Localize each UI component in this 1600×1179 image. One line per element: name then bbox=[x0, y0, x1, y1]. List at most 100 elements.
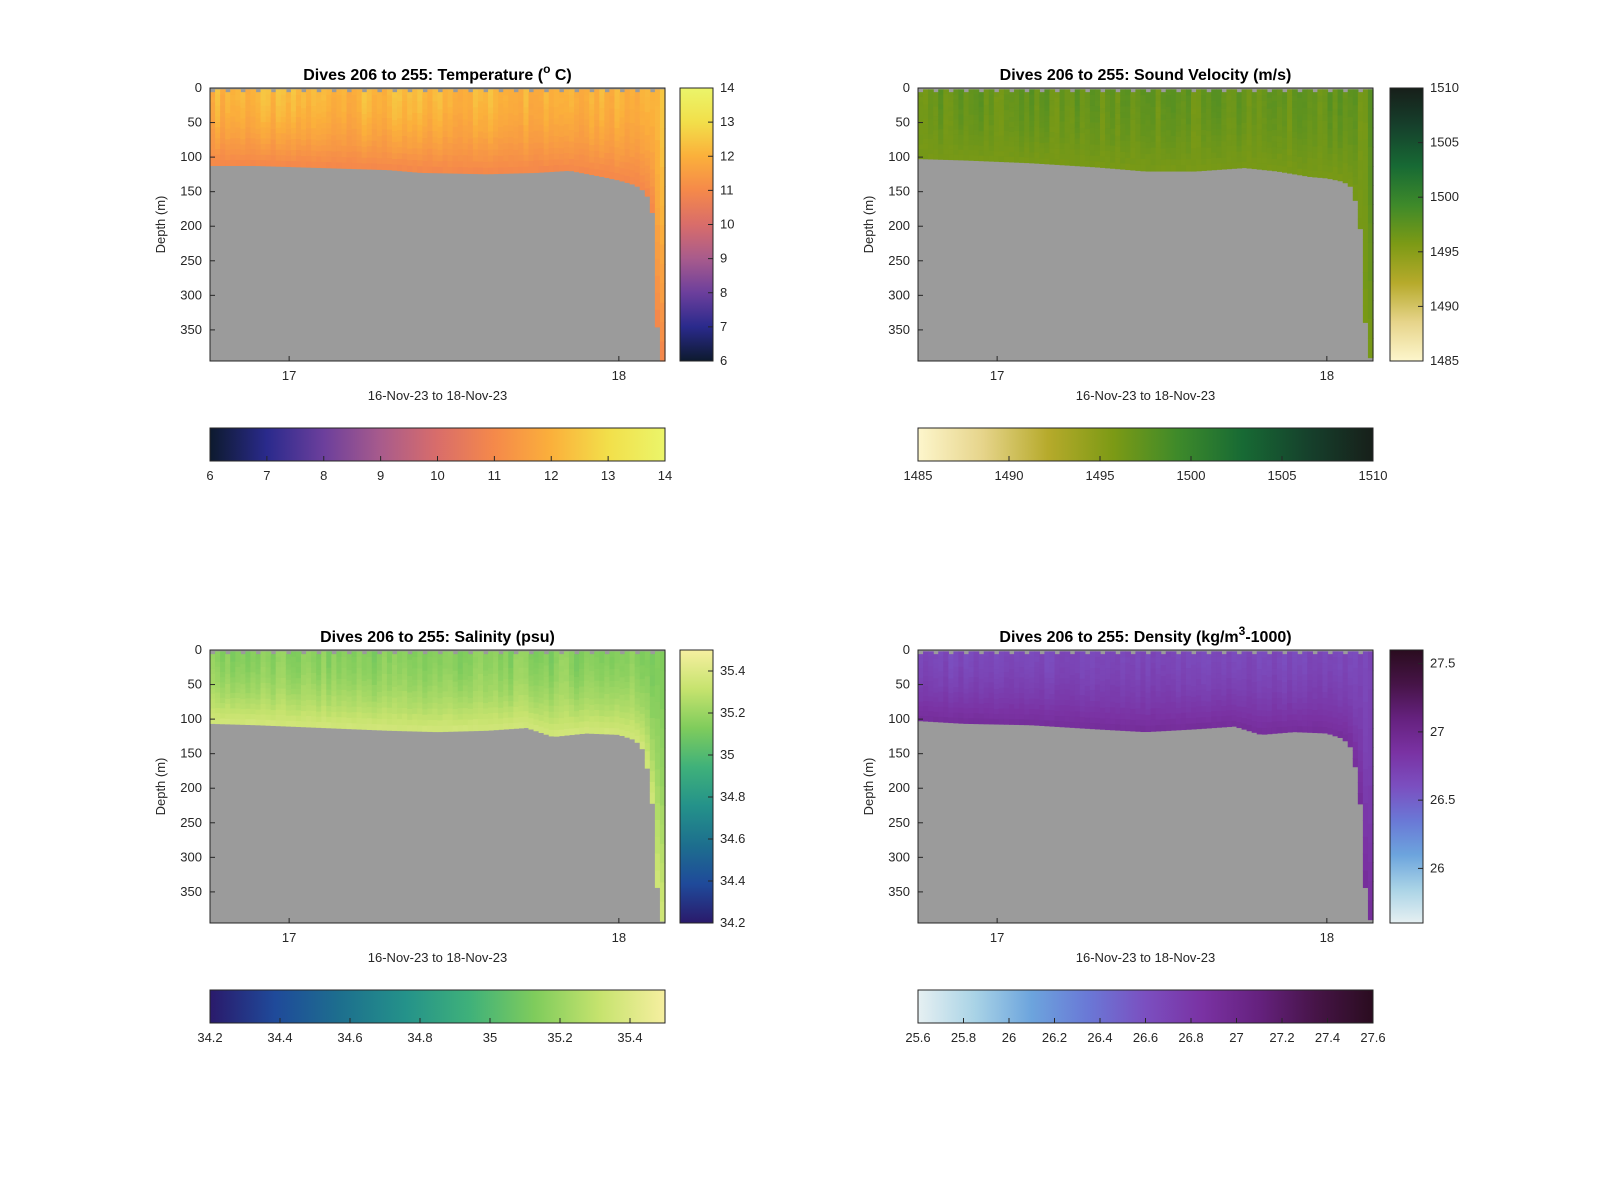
data-cell bbox=[599, 151, 605, 159]
data-cell bbox=[235, 100, 241, 107]
data-cell bbox=[351, 95, 358, 102]
data-cell bbox=[584, 721, 590, 728]
data-cell bbox=[1029, 157, 1035, 164]
data-cell bbox=[326, 705, 332, 712]
data-cell bbox=[1009, 156, 1015, 163]
data-cell bbox=[457, 131, 464, 138]
data-cell bbox=[1029, 667, 1035, 673]
data-cell bbox=[1307, 114, 1313, 122]
data-cell bbox=[417, 679, 423, 687]
data-cell bbox=[563, 141, 570, 148]
data-cell bbox=[1180, 124, 1187, 131]
data-cell bbox=[1327, 147, 1334, 155]
data-cell bbox=[371, 651, 378, 658]
data-cell bbox=[250, 121, 257, 128]
data-cell bbox=[654, 651, 661, 669]
data-cell bbox=[1180, 130, 1187, 137]
data-cell bbox=[1185, 673, 1192, 680]
data-cell bbox=[1322, 139, 1329, 147]
data-cell bbox=[953, 154, 960, 161]
data-cell bbox=[568, 716, 575, 724]
data-cell bbox=[1049, 699, 1056, 706]
data-cell bbox=[1079, 722, 1086, 729]
data-cell bbox=[1322, 133, 1329, 141]
y-axis-label: Depth (m) bbox=[861, 196, 876, 254]
data-cell bbox=[968, 139, 975, 146]
data-cell bbox=[1362, 305, 1369, 323]
data-cell bbox=[1256, 651, 1263, 658]
data-cell bbox=[1226, 651, 1233, 658]
data-cell bbox=[629, 123, 636, 131]
data-cell bbox=[1226, 715, 1233, 722]
hcolorbar-tick-label: 35.2 bbox=[547, 1030, 572, 1045]
data-cell bbox=[1145, 165, 1152, 172]
data-cell bbox=[306, 122, 312, 129]
data-cell bbox=[341, 145, 348, 152]
data-cell bbox=[634, 139, 641, 147]
data-cell bbox=[397, 685, 403, 692]
data-cell bbox=[1175, 654, 1182, 661]
data-cell bbox=[1231, 89, 1238, 96]
data-cell bbox=[513, 161, 519, 168]
data-cell bbox=[1079, 673, 1086, 680]
data-cell bbox=[1287, 95, 1293, 102]
data-cell bbox=[579, 119, 585, 126]
data-cell bbox=[1064, 143, 1071, 150]
data-cell bbox=[1327, 160, 1334, 167]
data-cell bbox=[285, 700, 292, 707]
data-cell bbox=[568, 106, 575, 114]
data-cell bbox=[290, 139, 297, 146]
data-cell bbox=[933, 120, 939, 127]
data-cell bbox=[1165, 147, 1172, 155]
data-cell bbox=[442, 702, 449, 710]
colorbar-tick-label: 11 bbox=[720, 182, 734, 197]
data-cell bbox=[301, 700, 307, 707]
data-cell bbox=[634, 92, 641, 100]
data-cell bbox=[624, 115, 631, 124]
data-cell bbox=[1170, 696, 1177, 703]
data-cell bbox=[1211, 158, 1217, 165]
data-cell bbox=[963, 718, 970, 724]
data-cell bbox=[235, 656, 241, 663]
data-cell bbox=[993, 97, 1000, 103]
data-cell bbox=[361, 713, 368, 720]
data-cell bbox=[483, 719, 489, 726]
data-cell bbox=[548, 711, 555, 719]
y-tick-label: 250 bbox=[180, 815, 202, 830]
data-cell bbox=[614, 89, 621, 97]
data-cell bbox=[392, 103, 398, 110]
data-cell bbox=[1074, 684, 1081, 691]
data-cell bbox=[599, 120, 605, 128]
data-cell bbox=[1029, 714, 1035, 721]
data-cell bbox=[543, 131, 550, 139]
data-cell bbox=[336, 117, 343, 124]
data-cell bbox=[280, 672, 287, 679]
data-cell bbox=[1165, 685, 1172, 692]
data-cell bbox=[467, 161, 474, 169]
data-cell bbox=[1246, 123, 1253, 130]
data-cell bbox=[402, 147, 408, 155]
data-cell bbox=[918, 663, 924, 669]
data-cell bbox=[1226, 704, 1233, 711]
data-cell bbox=[629, 676, 636, 684]
data-cell bbox=[1337, 141, 1344, 149]
data-cell bbox=[629, 657, 636, 665]
data-cell bbox=[1312, 128, 1318, 136]
data-cell bbox=[1191, 718, 1197, 725]
data-cell bbox=[1019, 94, 1025, 101]
data-cell bbox=[1115, 692, 1121, 699]
data-cell bbox=[235, 651, 241, 658]
data-cell bbox=[351, 717, 358, 724]
data-cell bbox=[1140, 95, 1147, 102]
data-cell bbox=[1100, 156, 1106, 163]
data-cell bbox=[584, 95, 590, 102]
data-cell bbox=[366, 140, 373, 147]
data-cell bbox=[1307, 95, 1313, 103]
data-cell bbox=[1150, 651, 1157, 658]
data-cell bbox=[1271, 130, 1278, 137]
data-cell bbox=[1145, 665, 1152, 672]
data-cell bbox=[538, 726, 545, 733]
data-cell bbox=[336, 95, 343, 102]
data-cell bbox=[1185, 141, 1192, 149]
data-cell bbox=[285, 113, 292, 120]
